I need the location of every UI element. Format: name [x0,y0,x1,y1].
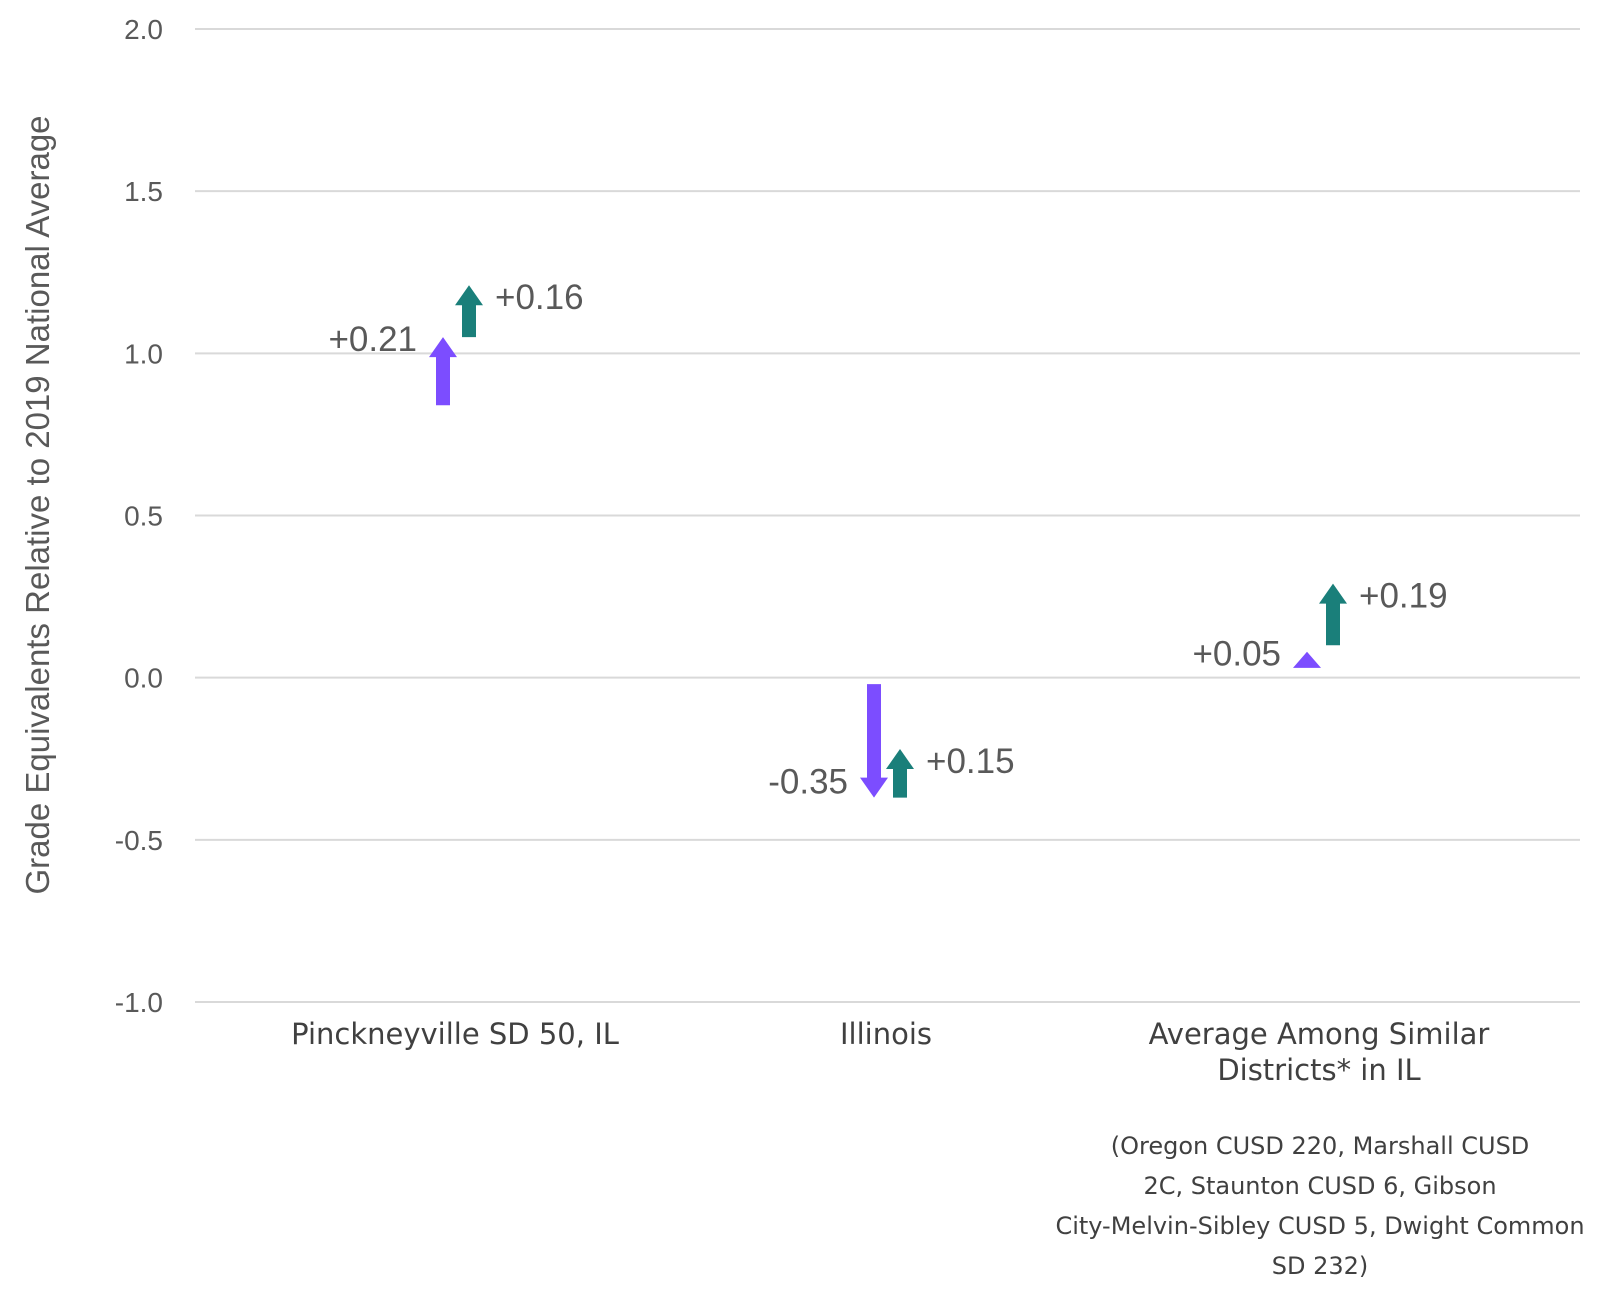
y-tick-label: 1.0 [124,338,163,369]
gridlines [195,28,1580,1003]
y-axis-label: Grade Equivalents Relative to 2019 Natio… [19,115,56,894]
y-tick-label: -1.0 [115,987,163,1018]
arrows [429,285,1347,798]
y-tick-label: 1.5 [124,176,163,207]
y-tick-label: 0.0 [124,663,163,694]
category-labels: Pinckneyville SD 50, IL Illinois Average A… [291,1017,1489,1087]
data-label: -0.35 [768,763,848,802]
y-tick-label: 0.5 [124,501,163,532]
data-label: +0.16 [495,278,584,317]
footnote-line: (Oregon CUSD 220, Marshall CUSD [1111,1132,1530,1160]
data-label: +0.19 [1359,577,1448,616]
footnote-line: SD 232) [1272,1252,1369,1280]
category-label: Illinois [840,1017,932,1051]
arrow-mark [860,684,888,798]
y-tick-label: -0.5 [115,825,163,856]
arrow-mark [1293,651,1321,668]
arrow-mark [1319,583,1347,646]
arrow-mark [886,749,914,798]
category-label: Districts* in IL [1217,1053,1420,1087]
arrow-mark [455,285,483,338]
footnote-line: City-Melvin-Sibley CUSD 5, Dwight Common [1055,1212,1584,1240]
y-tick-label: 2.0 [124,14,163,45]
data-label: +0.05 [1192,635,1281,674]
category-label: Average Among Similar [1149,1017,1490,1051]
data-labels: +0.21 -0.35 +0.05 +0.16 +0.15 +0.19 [328,278,1447,801]
y-axis-ticks: 2.0 1.5 1.0 0.5 0.0 -0.5 -1.0 [115,14,163,1018]
category-label: Pinckneyville SD 50, IL [291,1017,619,1051]
data-label: +0.21 [328,320,417,359]
arrow-mark [429,337,457,406]
data-label: +0.15 [926,742,1015,781]
footnote: (Oregon CUSD 220, Marshall CUSD 2C, Staun… [1055,1132,1584,1280]
footnote-line: 2C, Staunton CUSD 6, Gibson [1143,1172,1496,1200]
